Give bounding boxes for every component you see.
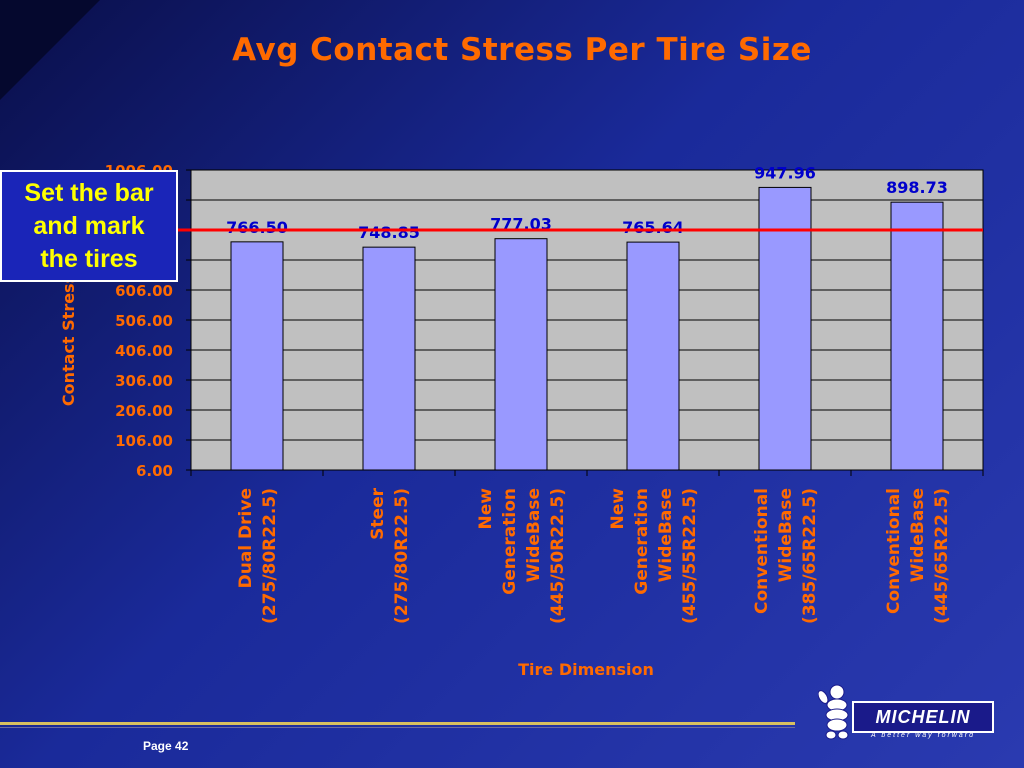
x-category-label: (445/65R22.5) [932, 488, 952, 624]
y-tick-label: 6.00 [136, 462, 173, 480]
footer-divider-shadow [0, 727, 795, 728]
x-category-label: (275/80R22.5) [260, 488, 280, 624]
data-label-1: 766.50 [226, 218, 288, 237]
footer-divider [0, 722, 795, 725]
y-tick-label: 306.00 [115, 372, 173, 390]
data-label-5: 947.96 [754, 163, 816, 182]
y-tick-label: 406.00 [115, 342, 173, 360]
bar-3 [494, 238, 548, 471]
x-category-label: Generation [632, 488, 652, 595]
x-category-label: Steer [368, 487, 388, 539]
x-category-label: WideBase [524, 488, 544, 582]
x-category-label: WideBase [776, 488, 796, 582]
bar-2 [362, 246, 416, 471]
x-category-label: Dual Drive [236, 488, 256, 588]
x-category-label: New [608, 488, 628, 530]
x-category-label: (445/50R22.5) [548, 488, 568, 624]
x-category-label: (275/80R22.5) [392, 488, 412, 624]
chart-title: Avg Contact Stress Per Tire Size [232, 32, 812, 68]
brand-tagline: A better way forward [871, 732, 975, 739]
data-label-2: 748.85 [358, 223, 420, 242]
x-category-label: New [476, 488, 496, 530]
x-category-label: Conventional [752, 488, 772, 614]
y-tick-label: 606.00 [115, 282, 173, 300]
callout-line-3: the tires [40, 245, 138, 273]
callout-line-2: and mark [33, 212, 145, 240]
bar-6 [890, 201, 944, 471]
y-tick-label: 106.00 [115, 432, 173, 450]
bibendum-icon [818, 684, 849, 740]
x-category-label: (455/55R22.5) [680, 488, 700, 624]
brand-wordmark: MICHELIN [852, 701, 994, 733]
data-label-4: 765.64 [622, 218, 684, 237]
bar-4 [626, 241, 680, 471]
michelin-logo: MICHELIN A better way forward [818, 683, 996, 741]
x-category-label: Conventional [884, 488, 904, 614]
x-axis-title: Tire Dimension [518, 660, 654, 679]
data-label-6: 898.73 [886, 178, 948, 197]
x-category-label: WideBase [656, 488, 676, 582]
y-tick-label: 206.00 [115, 402, 173, 420]
y-axis-title: Contact Stress [59, 274, 78, 406]
bar-1 [230, 241, 284, 471]
x-category-label: WideBase [908, 488, 928, 582]
bar-5 [758, 186, 812, 471]
x-category-label: (385/65R22.5) [800, 488, 820, 624]
y-tick-label: 506.00 [115, 312, 173, 330]
callout-box: Set the bar and mark the tires [0, 170, 178, 282]
page-number: Page 42 [143, 739, 189, 753]
corner-shade [0, 0, 100, 100]
callout-line-1: Set the bar [24, 179, 154, 207]
x-category-label: Generation [500, 488, 520, 595]
